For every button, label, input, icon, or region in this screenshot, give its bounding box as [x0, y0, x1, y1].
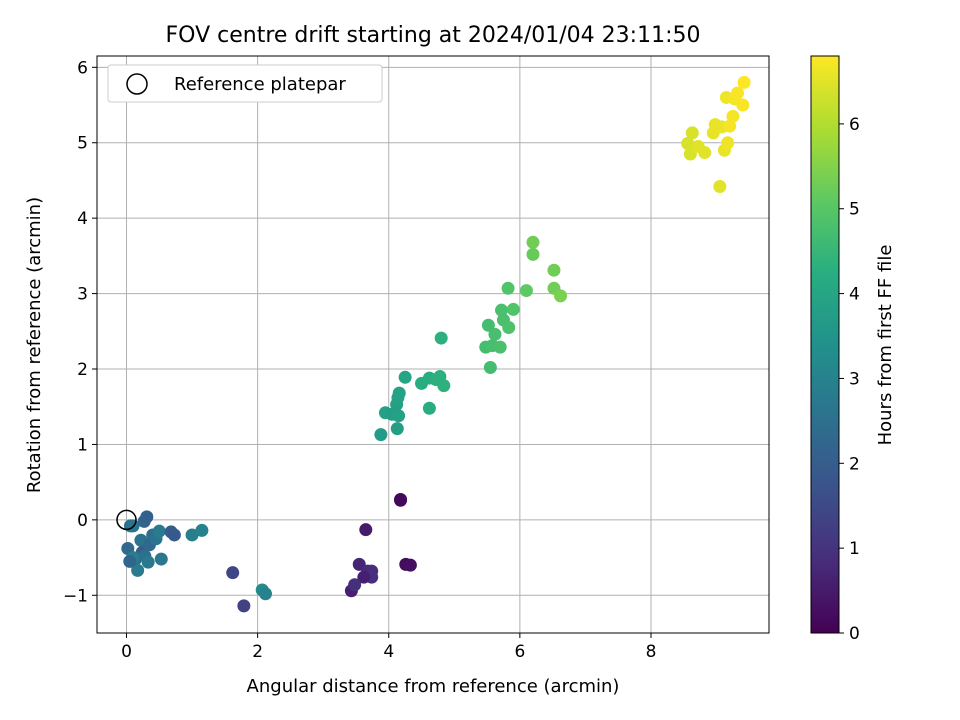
- y-tick-label: −1: [63, 586, 88, 606]
- x-tick-label: 0: [121, 642, 132, 662]
- data-point: [348, 578, 362, 592]
- y-tick-label: 0: [77, 511, 88, 531]
- x-tick-label: 8: [646, 642, 657, 662]
- data-point: [154, 552, 168, 566]
- colorbar-ticks: 0 1 2 3 4 5 6: [839, 115, 860, 644]
- data-point: [398, 370, 412, 384]
- legend-marker-reference: [126, 73, 148, 95]
- y-tick-label: 3: [77, 285, 88, 305]
- legend-label-reference: Reference platepar: [174, 74, 346, 95]
- data-point: [403, 558, 417, 572]
- data-point: [237, 599, 251, 613]
- data-point: [685, 126, 699, 140]
- data-point: [394, 493, 408, 507]
- data-point: [723, 119, 737, 133]
- data-point: [422, 401, 436, 415]
- x-axis-ticks: 0 2 4 6 8: [121, 633, 656, 662]
- data-point: [554, 289, 568, 303]
- data-point: [392, 386, 406, 400]
- legend: Reference platepar: [107, 64, 383, 103]
- colorbar-tick-label: 6: [849, 115, 860, 135]
- data-point: [681, 136, 695, 150]
- data-point: [434, 331, 448, 345]
- data-point: [437, 379, 451, 393]
- reference-platepar-marker: [116, 509, 137, 531]
- colorbar-tick-label: 5: [849, 200, 860, 220]
- data-point: [547, 263, 561, 277]
- plot-area-frame: [96, 55, 770, 634]
- data-point: [392, 409, 406, 423]
- data-point: [526, 235, 540, 249]
- colorbar-tick-label: 0: [849, 624, 860, 644]
- colorbar-tick-label: 4: [849, 285, 860, 305]
- colorbar-tick-label: 1: [849, 539, 860, 559]
- data-point: [140, 510, 154, 524]
- y-axis-ticks: −1 0 1 2 3 4 5 6: [63, 58, 97, 606]
- y-tick-label: 1: [77, 435, 88, 455]
- y-tick-label: 4: [77, 209, 88, 229]
- grid: [97, 56, 769, 633]
- data-point: [526, 247, 540, 261]
- data-point: [698, 146, 712, 160]
- data-point: [481, 318, 495, 332]
- data-point: [195, 523, 209, 537]
- data-point: [737, 75, 751, 89]
- y-tick-label: 5: [77, 134, 88, 154]
- data-point: [519, 284, 533, 298]
- y-axis-label: Rotation from reference (arcmin): [24, 197, 45, 493]
- colorbar-tick-label: 3: [849, 369, 860, 389]
- colorbar-label: Hours from first FF file: [875, 245, 896, 446]
- x-tick-label: 2: [252, 642, 263, 662]
- y-tick-label: 2: [77, 360, 88, 380]
- data-point: [226, 566, 240, 580]
- data-point: [495, 303, 509, 317]
- data-point: [374, 428, 388, 442]
- data-point: [258, 587, 272, 601]
- data-point: [493, 340, 507, 354]
- x-tick-label: 4: [383, 642, 394, 662]
- data-point: [152, 524, 166, 538]
- data-point: [736, 98, 750, 112]
- colorbar-tick-label: 2: [849, 454, 860, 474]
- colorbar-gradient: [810, 55, 840, 634]
- data-point: [726, 109, 740, 123]
- x-tick-label: 6: [514, 642, 525, 662]
- data-point: [721, 136, 735, 150]
- data-points: [116, 75, 751, 613]
- data-point: [506, 302, 520, 316]
- data-point: [502, 321, 516, 335]
- data-point: [123, 554, 137, 568]
- data-point: [713, 179, 727, 193]
- data-point: [185, 528, 199, 542]
- x-axis-label: Angular distance from reference (arcmin): [247, 676, 620, 697]
- data-point: [483, 361, 497, 375]
- data-point: [131, 563, 145, 577]
- data-point: [390, 422, 404, 436]
- data-point: [731, 86, 745, 100]
- legend-box: [107, 64, 383, 103]
- data-point: [357, 570, 371, 584]
- colorbar: 0 1 2 3 4 5 6 Hours from first FF file: [810, 55, 896, 644]
- data-point: [141, 555, 155, 569]
- y-tick-label: 6: [77, 58, 88, 78]
- data-point: [167, 528, 181, 542]
- chart-title: FOV centre drift starting at 2024/01/04 …: [166, 23, 701, 48]
- data-point: [488, 327, 502, 341]
- data-point: [501, 281, 515, 295]
- data-point: [359, 523, 373, 537]
